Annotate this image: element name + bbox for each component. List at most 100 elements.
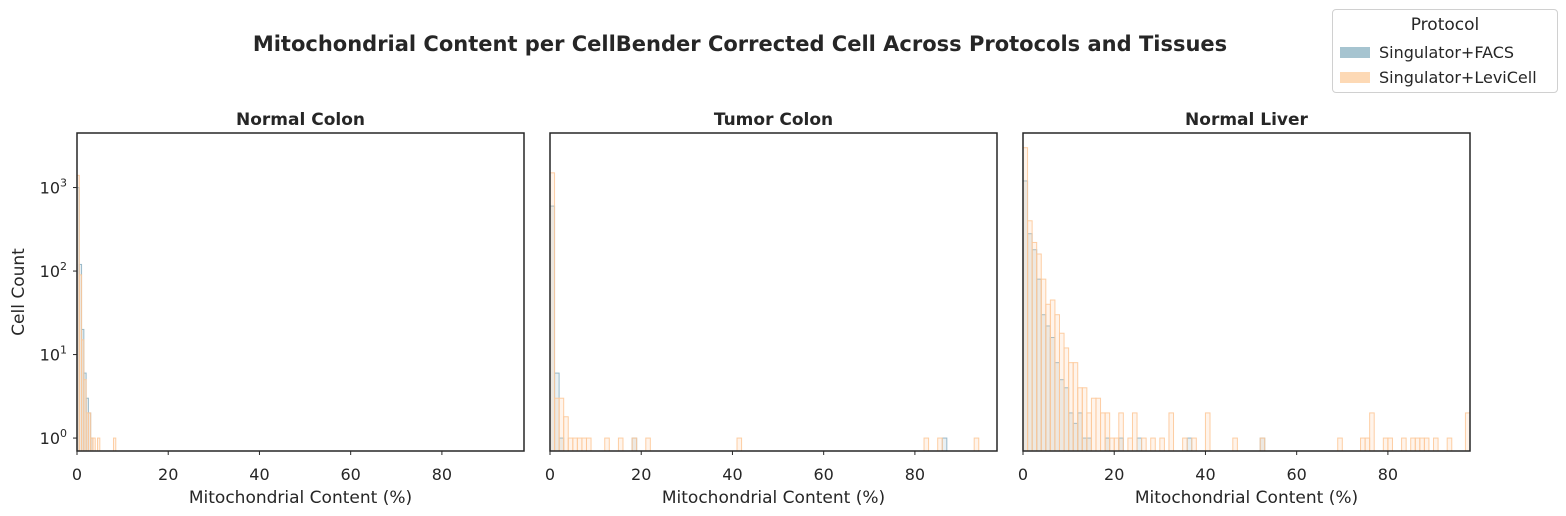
hist-bar: [1063, 347, 1070, 451]
hist-bar: [1058, 332, 1065, 451]
y-axis-label: Cell Count: [9, 248, 29, 336]
panel-0: Normal Colon 0 20 40 60 80 Mitochondrial Conte…: [9, 110, 525, 508]
axes-frame: [1022, 132, 1471, 452]
hist-bar: [97, 437, 101, 451]
hist-bar: [1401, 437, 1407, 451]
hist-bar: [1127, 437, 1133, 451]
legend: Protocol Singulator+FACS Singulator+Levi…: [1332, 9, 1558, 93]
hist-bar: [1182, 437, 1188, 451]
x-tick-label: 20: [631, 465, 651, 484]
hist-bar: [1068, 362, 1074, 451]
x-tick-label: 60: [1286, 465, 1306, 484]
y-tick-label: 100: [40, 427, 67, 448]
hist-bar: [572, 437, 578, 451]
hist-bar: [1168, 412, 1175, 451]
y-tick-label: 101: [40, 344, 67, 365]
hist-bar: [1364, 437, 1371, 451]
hist-bar: [1433, 437, 1439, 451]
hist-bar: [1100, 412, 1106, 451]
panel-title: Normal Liver: [1185, 110, 1308, 130]
x-tick-label: 0: [1018, 465, 1028, 484]
hist-bar: [617, 437, 624, 451]
legend-item-facs: Singulator+FACS: [1340, 41, 1514, 63]
series-facs: [550, 205, 948, 451]
hist-bar: [87, 412, 92, 451]
hist-bar: [1109, 437, 1115, 451]
series-levicell: [550, 172, 980, 451]
x-tick-label: 20: [1104, 465, 1124, 484]
legend-item-levicell: Singulator+LeviCell: [1340, 66, 1537, 88]
series-levicell: [77, 174, 117, 451]
plot-area: [550, 172, 980, 451]
hist-bar: [1095, 397, 1102, 451]
panel-1: Tumor Colon 0 20 40 60 80 Mitochondrial Conten…: [545, 110, 998, 508]
hist-bar: [1423, 437, 1430, 451]
x-tick-label: 60: [813, 465, 833, 484]
hist-bar: [558, 397, 565, 451]
y-tick-label: 102: [40, 260, 67, 281]
hist-bar: [585, 437, 592, 451]
hist-bar: [1081, 387, 1088, 451]
hist-bar: [550, 172, 556, 451]
hist-bar: [1027, 220, 1033, 451]
hist-bar: [1104, 412, 1111, 451]
x-axis-label: Mitochondrial Content (%): [662, 488, 885, 508]
x-tick-label: 0: [72, 465, 82, 484]
x-tick-label: 0: [545, 465, 555, 484]
plot-area: [77, 174, 117, 451]
hist-bar: [631, 437, 638, 451]
hist-bar: [1072, 362, 1079, 451]
hist-bar: [1077, 387, 1083, 451]
hist-bar: [1186, 437, 1193, 451]
hist-bar: [736, 437, 743, 451]
hist-bar: [604, 437, 610, 451]
hist-bar: [1414, 437, 1421, 451]
x-tick-label: 80: [905, 465, 925, 484]
x-tick-label: 80: [432, 465, 452, 484]
legend-label-levicell: Singulator+LeviCell: [1379, 67, 1537, 87]
x-tick-label: 40: [1195, 465, 1215, 484]
hist-bar: [554, 397, 560, 451]
hist-bar: [923, 437, 930, 451]
hist-bar: [1410, 437, 1416, 451]
hist-bar: [1259, 437, 1266, 451]
plot-area: [1023, 147, 1470, 451]
x-axis-label: Mitochondrial Content (%): [1135, 488, 1358, 508]
x-tick-label: 20: [158, 465, 178, 484]
hist-bar: [1369, 412, 1375, 451]
hist-bar: [1191, 437, 1197, 451]
x-axis-label: Mitochondrial Content (%): [189, 488, 412, 508]
x-tick-label: 80: [1378, 465, 1398, 484]
hist-bar: [1387, 437, 1393, 451]
axes-frame: [549, 132, 998, 452]
hist-bar: [1136, 437, 1143, 451]
hist-bar: [1040, 278, 1047, 451]
hist-bar: [1045, 303, 1051, 451]
hist-bar: [92, 437, 96, 451]
series-levicell: [1023, 147, 1470, 451]
hist-bar: [1419, 437, 1425, 451]
hist-bar: [1049, 299, 1056, 451]
legend-swatch-facs: [1340, 46, 1370, 58]
legend-label-facs: Singulator+FACS: [1379, 42, 1515, 62]
panel-title: Tumor Colon: [714, 110, 833, 130]
hist-bar: [112, 437, 117, 451]
panel-2: Normal Liver 0 20 40 60 80 Mitochondrial Conte…: [1018, 110, 1471, 508]
x-tick-label: 40: [249, 465, 269, 484]
axes-frame: [76, 132, 525, 452]
hist-bar: [937, 437, 943, 451]
hist-bar: [973, 437, 980, 451]
legend-swatch-levicell: [1340, 71, 1370, 83]
hist-bar: [1086, 412, 1092, 451]
hist-bar: [1131, 412, 1138, 451]
hist-bar: [1054, 314, 1060, 451]
hist-bar: [1204, 412, 1211, 451]
hist-bar: [563, 416, 569, 451]
y-tick-label: 103: [40, 177, 67, 198]
panel-title: Normal Colon: [236, 110, 365, 130]
hist-bar: [581, 437, 587, 451]
x-tick-label: 60: [340, 465, 360, 484]
hist-bar: [1337, 437, 1343, 451]
hist-bar: [1118, 412, 1124, 451]
hist-bar: [567, 437, 574, 451]
